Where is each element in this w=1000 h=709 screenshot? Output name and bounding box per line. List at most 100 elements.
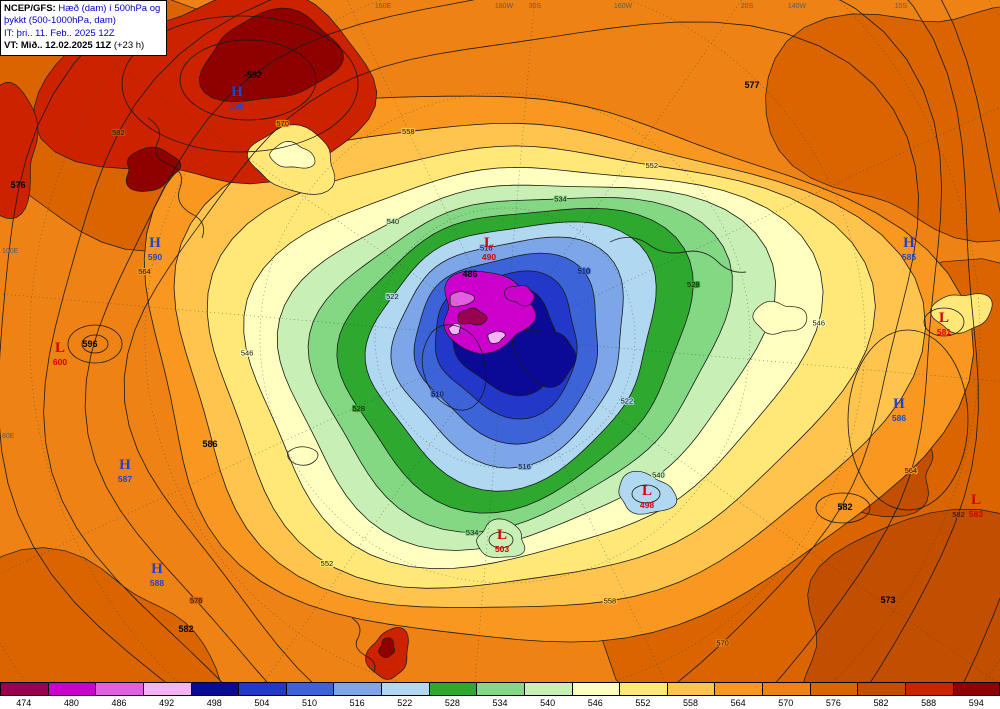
legend-cell-588: 588 — [904, 682, 953, 709]
map-title-line1: NCEP/GFS: Hæð (dam) í 500hPa og — [4, 3, 160, 15]
legend-swatch-504 — [238, 682, 286, 696]
legend-cell-594: 594 — [952, 682, 1000, 709]
legend-cell-552: 552 — [619, 682, 667, 709]
legend-swatch-564 — [714, 682, 762, 696]
contour-ring — [67, 324, 123, 364]
thickness-patch-594 — [378, 637, 395, 658]
grid-label: 10S — [895, 3, 908, 10]
legend-swatch-474 — [0, 682, 48, 696]
legend-swatch-546 — [571, 682, 620, 696]
legend-value: 510 — [285, 696, 334, 709]
coastline — [609, 237, 747, 273]
legend-value: 564 — [714, 696, 762, 709]
pressure-marker-H: H — [119, 457, 131, 473]
legend-swatch-498 — [190, 682, 239, 696]
contour-label: 510 — [431, 390, 444, 399]
legend-swatch-594 — [952, 682, 1000, 696]
legend-cell-546: 546 — [571, 682, 620, 709]
height-contour-582 — [43, 0, 979, 682]
init-time: IT: þri.. 11. Feb.. 2025 12Z — [4, 27, 115, 39]
grid-label: 80E — [2, 433, 15, 440]
legend-swatch-534 — [476, 682, 524, 696]
contour-ring — [488, 531, 514, 549]
info-box: NCEP/GFS: Hæð (dam) í 500hPa og þykkt (5… — [0, 0, 168, 57]
graticule-meridian — [559, 342, 1000, 382]
contour-label: 564 — [138, 267, 151, 276]
contour-label: 564 — [905, 466, 918, 475]
pressure-marker-value: 588 — [150, 578, 164, 588]
contour-label: 558 — [604, 596, 617, 605]
contour-label: 540 — [652, 471, 665, 480]
graticule-circle — [29, 0, 981, 682]
thickness-patch-582 — [803, 508, 1000, 682]
pressure-marker-value: 498 — [640, 500, 654, 510]
contour-label: 534 — [554, 194, 567, 203]
valid-time: VT: Mið.. 12.02.2025 11Z (+23 h) — [4, 40, 160, 52]
valid-time-main: VT: Mið.. 12.02.2025 11Z — [4, 40, 112, 52]
pressure-marker-L: L — [484, 235, 494, 251]
graticule-meridian — [21, 0, 461, 307]
legend-cell-558: 558 — [666, 682, 715, 709]
contour-label: 558 — [402, 127, 415, 136]
contour-label: 522 — [621, 397, 634, 406]
contour-label: 540 — [387, 217, 400, 226]
legend-value: 528 — [428, 696, 477, 709]
pressure-marker-L: L — [497, 527, 507, 543]
pressure-marker-H: H — [231, 84, 243, 100]
thickness-legend: 474 480 486 492 498 504 510 516 522 528 534 540 546 5… — [0, 682, 1000, 709]
contour-label: 516 — [480, 244, 493, 253]
pressure-marker-value: 600 — [53, 357, 67, 367]
legend-swatch-486 — [95, 682, 143, 696]
pressure-marker-H: H — [151, 561, 163, 577]
map-title-line2: þykkt (500-1000hPa, dam) — [4, 15, 116, 27]
legend-swatch-588 — [904, 682, 953, 696]
legend-cell-582: 582 — [857, 682, 905, 709]
coastline — [287, 446, 319, 466]
height-contour-570 — [123, 21, 919, 682]
legend-cell-564: 564 — [714, 682, 762, 709]
legend-value: 480 — [47, 696, 96, 709]
graticule-circle — [144, 0, 866, 682]
legend-cell-534: 534 — [476, 682, 524, 709]
legend-value: 534 — [476, 696, 524, 709]
pressure-marker-value: 490 — [482, 252, 496, 262]
legend-swatch-558 — [666, 682, 715, 696]
pressure-marker-value: 586 — [892, 413, 906, 423]
graticule-meridian — [0, 293, 451, 334]
pressure-marker-L: L — [939, 310, 949, 326]
grid-label: 180W — [495, 3, 514, 10]
pressure-marker-value: 585 — [902, 252, 916, 262]
grid-label: 160W — [614, 3, 633, 10]
height-contour-576 — [84, 0, 943, 682]
pressure-marker-H: H — [903, 235, 915, 251]
legend-value: 540 — [523, 696, 572, 709]
legend-cell-528: 528 — [428, 682, 477, 709]
legend-cell-540: 540 — [523, 682, 572, 709]
model-name: NCEP/GFS: — [4, 3, 56, 14]
contour-label: 516 — [518, 462, 531, 471]
thickness-patch-588 — [0, 82, 39, 219]
thickness-patch-594 — [125, 146, 182, 192]
thickness-patch-522 — [618, 470, 678, 515]
contour-label: 582 — [112, 128, 125, 137]
legend-swatch-522 — [381, 682, 429, 696]
graticule-circle — [374, 207, 636, 469]
grid-label: 160E — [375, 3, 392, 10]
coastline — [147, 117, 205, 239]
contour-value-label: 582 — [178, 624, 193, 634]
thickness-patch-492 — [487, 330, 506, 344]
legend-value: 552 — [619, 696, 667, 709]
legend-value: 588 — [904, 696, 953, 709]
legend-value: 474 — [0, 696, 48, 709]
legend-value: 582 — [857, 696, 905, 709]
legend-value: 558 — [666, 696, 715, 709]
contour-value-label: -592 — [244, 70, 262, 80]
legend-value: 576 — [809, 696, 858, 709]
grid-label: 140W — [788, 3, 807, 10]
legend-value: 504 — [238, 696, 286, 709]
graticule-meridian — [263, 382, 474, 682]
pressure-marker-value: 587 — [118, 474, 132, 484]
contour-value-label: 582 — [837, 502, 852, 512]
contour-label: 510 — [578, 267, 591, 276]
